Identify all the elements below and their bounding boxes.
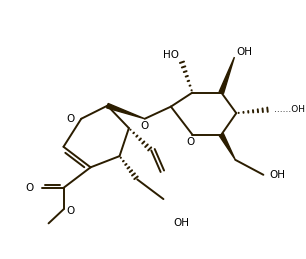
Text: O: O: [25, 183, 34, 193]
Text: HO: HO: [163, 50, 179, 60]
Text: O: O: [141, 121, 149, 131]
Text: OH: OH: [236, 47, 252, 56]
Text: O: O: [66, 114, 75, 124]
Polygon shape: [106, 104, 145, 119]
Polygon shape: [219, 57, 234, 93]
Polygon shape: [219, 133, 235, 160]
Text: OH: OH: [174, 218, 190, 228]
Text: OH: OH: [269, 170, 285, 180]
Text: O: O: [186, 137, 195, 147]
Text: O: O: [67, 206, 75, 216]
Text: ......OH: ......OH: [274, 105, 305, 114]
